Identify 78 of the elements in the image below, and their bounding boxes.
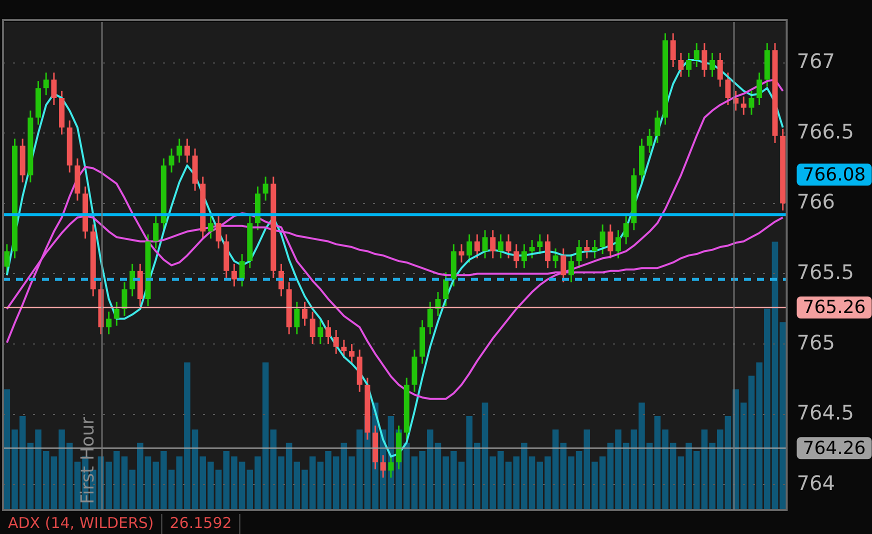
y-tick-label: 764 — [796, 470, 835, 495]
candlestick — [51, 72, 57, 106]
candlestick — [318, 319, 324, 345]
candlestick — [43, 72, 49, 96]
text: ADX (14, WILDERS) — [8, 514, 154, 532]
candlestick — [114, 301, 120, 327]
candlestick — [678, 52, 684, 78]
candlestick — [646, 128, 652, 154]
candlestick — [506, 234, 512, 260]
candlestick — [349, 343, 355, 364]
candlestick — [262, 176, 268, 202]
candlestick — [302, 301, 308, 327]
candlestick — [326, 319, 331, 345]
candlestick — [466, 234, 472, 264]
candlestick — [623, 215, 629, 245]
candlestick — [710, 52, 716, 78]
candlestick — [592, 239, 598, 260]
candlestick — [184, 138, 190, 164]
candlestick — [615, 229, 621, 260]
annotation: First Hour — [78, 416, 99, 504]
ref-line-label: 765.26 — [802, 297, 866, 318]
candlestick — [168, 148, 174, 174]
candlestick — [310, 310, 316, 345]
y-tick-label: 766.5 — [796, 119, 854, 144]
candlestick — [544, 234, 550, 269]
y-tick-label: 765 — [796, 330, 835, 354]
candlestick — [514, 243, 520, 269]
candlestick — [686, 52, 692, 78]
candlestick — [435, 291, 441, 317]
candlestick — [568, 253, 574, 283]
candlestick — [153, 215, 159, 250]
candlestick — [608, 224, 614, 260]
y-tick-label: 764.5 — [796, 400, 854, 425]
candlestick — [443, 272, 449, 307]
candlestick — [702, 42, 708, 78]
candlestick — [584, 239, 590, 260]
candlestick — [122, 281, 128, 317]
candlestick — [231, 263, 237, 288]
candlestick — [333, 329, 339, 355]
candlestick — [388, 454, 394, 478]
candlestick — [694, 42, 700, 68]
candlestick — [474, 234, 480, 260]
candlestick — [341, 339, 347, 359]
candlestick — [458, 243, 464, 264]
candlestick — [427, 301, 433, 335]
y-tick-label: 765.5 — [796, 260, 854, 284]
candlestick — [490, 229, 496, 260]
candlestick — [756, 72, 762, 106]
candlestick — [748, 90, 754, 116]
candlestick — [552, 248, 558, 269]
candlestick — [130, 263, 136, 297]
candlestick — [576, 239, 582, 269]
candlestick — [600, 224, 606, 255]
y-tick-label: 766 — [796, 190, 835, 214]
candlestick — [733, 90, 739, 112]
candlestick — [670, 32, 676, 68]
candlestick — [498, 234, 504, 260]
candlestick — [560, 248, 566, 283]
candlestick — [529, 239, 535, 260]
candlestick — [216, 215, 222, 250]
candlestick — [4, 243, 10, 274]
candlestick — [521, 243, 527, 269]
candlestick — [654, 110, 660, 144]
ref-line-label: 764.26 — [802, 438, 866, 459]
candlestick — [294, 301, 300, 335]
candlestick — [482, 229, 488, 260]
candlestick — [725, 72, 731, 106]
text: 26.1592 — [170, 514, 232, 532]
candlestick — [176, 138, 182, 164]
candlestick — [208, 215, 214, 240]
candlestick — [239, 253, 245, 288]
text: 766.08 — [802, 164, 866, 186]
y-tick-label: 767 — [796, 48, 835, 73]
candlestick — [740, 96, 746, 116]
candlestick — [717, 52, 723, 88]
candlestick — [380, 454, 386, 478]
candlestick — [537, 234, 543, 255]
candlestick — [106, 310, 112, 335]
